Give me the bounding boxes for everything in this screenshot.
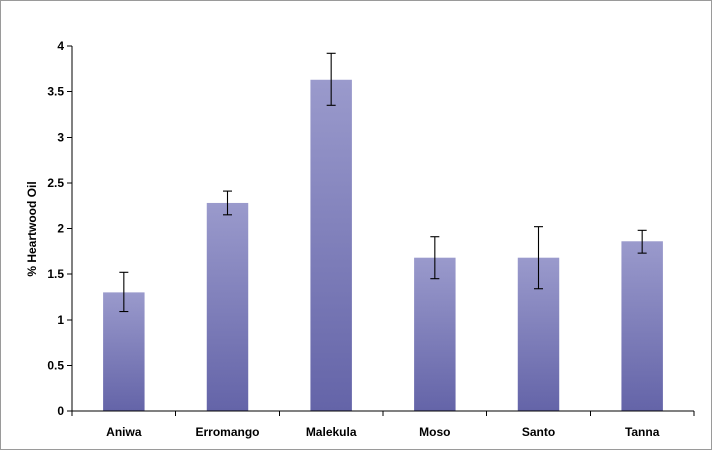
y-tick-label: 0 — [57, 404, 64, 418]
bar — [206, 202, 249, 411]
y-tick-label: 3.5 — [47, 85, 64, 99]
error-bars — [119, 52, 647, 313]
y-tick-label: 1 — [57, 313, 64, 327]
y-tick-label: 1.5 — [47, 267, 64, 281]
x-tick-label: Aniwa — [106, 425, 142, 439]
y-axis-title: % Heartwood Oil — [25, 181, 39, 276]
y-tick-label: 4 — [57, 39, 64, 53]
y-tick-label: 0.5 — [47, 358, 64, 372]
bar — [414, 257, 456, 411]
bar — [310, 79, 352, 411]
bar — [621, 241, 663, 411]
bars — [103, 79, 663, 411]
x-tick-label: Moso — [419, 425, 450, 439]
y-tick-label: 2.5 — [47, 176, 64, 190]
bar — [103, 292, 145, 411]
x-tick-label: Tanna — [625, 425, 660, 439]
x-tick-label: Malekula — [306, 425, 357, 439]
y-tick-label: 2 — [57, 222, 64, 236]
x-tick-label: Erromango — [195, 425, 259, 439]
x-axis: Aniwa Erromango Malekula Moso Santo Tanna — [71, 410, 695, 439]
y-axis: 0 0.5 1 1.5 2 2.5 3 3.5 4 — [47, 39, 73, 418]
y-tick-label: 3 — [57, 130, 64, 144]
x-tick-label: Santo — [522, 425, 555, 439]
